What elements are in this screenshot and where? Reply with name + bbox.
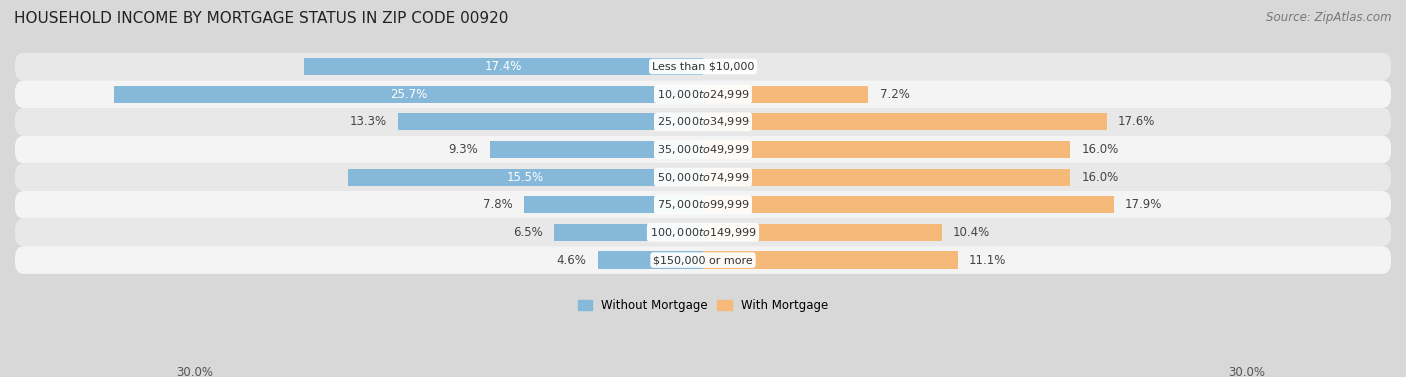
Bar: [703, 196, 1114, 213]
Text: Source: ZipAtlas.com: Source: ZipAtlas.com: [1267, 11, 1392, 24]
Text: 11.1%: 11.1%: [969, 254, 1007, 267]
Bar: [703, 224, 942, 241]
Bar: [703, 251, 957, 269]
Legend: Without Mortgage, With Mortgage: Without Mortgage, With Mortgage: [574, 294, 832, 317]
FancyBboxPatch shape: [15, 136, 1391, 163]
Bar: [304, 58, 703, 75]
Text: 16.0%: 16.0%: [1081, 143, 1119, 156]
Text: 30.0%: 30.0%: [1229, 366, 1265, 377]
Text: 7.8%: 7.8%: [482, 198, 513, 211]
Text: 25.7%: 25.7%: [389, 88, 427, 101]
Text: 10.4%: 10.4%: [953, 226, 990, 239]
Bar: [703, 169, 1070, 186]
Text: 16.0%: 16.0%: [1081, 171, 1119, 184]
FancyBboxPatch shape: [15, 219, 1391, 246]
Text: 4.6%: 4.6%: [557, 254, 586, 267]
FancyBboxPatch shape: [15, 246, 1391, 274]
Text: $10,000 to $24,999: $10,000 to $24,999: [657, 88, 749, 101]
Bar: [114, 86, 703, 103]
Text: $100,000 to $149,999: $100,000 to $149,999: [650, 226, 756, 239]
Bar: [703, 86, 868, 103]
FancyBboxPatch shape: [15, 191, 1391, 219]
Text: 9.3%: 9.3%: [449, 143, 478, 156]
Text: 17.4%: 17.4%: [485, 60, 522, 73]
FancyBboxPatch shape: [15, 80, 1391, 108]
Bar: [524, 196, 703, 213]
FancyBboxPatch shape: [15, 53, 1391, 80]
Bar: [554, 224, 703, 241]
Text: Less than $10,000: Less than $10,000: [652, 61, 754, 72]
Bar: [347, 169, 703, 186]
Text: 15.5%: 15.5%: [506, 171, 544, 184]
Text: 7.2%: 7.2%: [880, 88, 910, 101]
FancyBboxPatch shape: [15, 163, 1391, 191]
Text: $35,000 to $49,999: $35,000 to $49,999: [657, 143, 749, 156]
Text: $50,000 to $74,999: $50,000 to $74,999: [657, 171, 749, 184]
Bar: [598, 251, 703, 269]
Text: $75,000 to $99,999: $75,000 to $99,999: [657, 198, 749, 211]
Text: 6.5%: 6.5%: [513, 226, 543, 239]
Bar: [398, 113, 703, 130]
Bar: [703, 113, 1107, 130]
Text: $25,000 to $34,999: $25,000 to $34,999: [657, 115, 749, 128]
Text: 17.6%: 17.6%: [1118, 115, 1156, 128]
Text: HOUSEHOLD INCOME BY MORTGAGE STATUS IN ZIP CODE 00920: HOUSEHOLD INCOME BY MORTGAGE STATUS IN Z…: [14, 11, 509, 26]
Text: 30.0%: 30.0%: [176, 366, 212, 377]
Text: 13.3%: 13.3%: [350, 115, 387, 128]
Text: $150,000 or more: $150,000 or more: [654, 255, 752, 265]
Text: 17.9%: 17.9%: [1125, 198, 1163, 211]
Bar: [489, 141, 703, 158]
Text: 0.0%: 0.0%: [714, 60, 744, 73]
FancyBboxPatch shape: [15, 108, 1391, 136]
Bar: [703, 141, 1070, 158]
